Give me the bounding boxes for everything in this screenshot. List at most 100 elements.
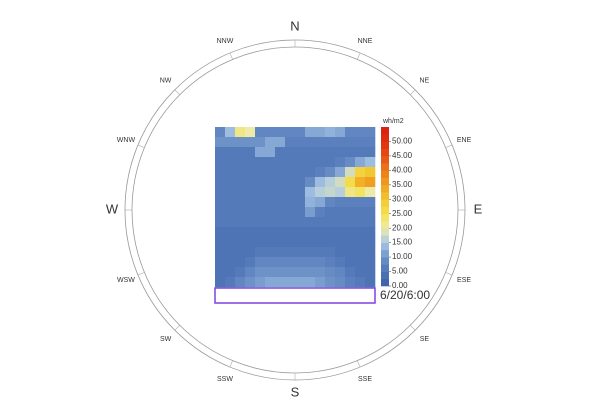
heat-cell bbox=[295, 207, 306, 218]
heat-cell bbox=[325, 277, 336, 288]
heat-cell bbox=[235, 277, 246, 288]
colorbar-segment bbox=[381, 213, 389, 222]
heat-cell bbox=[335, 147, 346, 158]
heat-cell bbox=[225, 197, 236, 208]
heat-cell bbox=[225, 177, 236, 188]
heat-cell bbox=[215, 167, 226, 178]
compass-tick bbox=[174, 89, 180, 95]
heat-cell bbox=[245, 247, 256, 258]
heat-cell bbox=[285, 197, 296, 208]
heat-cell bbox=[305, 207, 316, 218]
colorbar-segment bbox=[381, 271, 389, 280]
heat-cell bbox=[225, 137, 236, 148]
heat-cell bbox=[315, 127, 326, 138]
heat-cell bbox=[335, 177, 346, 188]
heat-cell bbox=[245, 147, 256, 158]
heat-cell bbox=[245, 207, 256, 218]
heat-cell bbox=[285, 237, 296, 248]
heat-cell bbox=[265, 177, 276, 188]
heat-cell bbox=[215, 267, 226, 278]
colorbar-segment bbox=[381, 278, 389, 287]
compass-tick bbox=[174, 325, 180, 331]
heat-cell bbox=[305, 187, 316, 198]
direction-label: ENE bbox=[457, 137, 472, 144]
heat-cell bbox=[325, 147, 336, 158]
direction-label: WSW bbox=[117, 277, 135, 284]
heat-cell bbox=[285, 147, 296, 158]
heat-cell bbox=[245, 217, 256, 228]
heat-cell bbox=[255, 277, 266, 288]
heat-cell bbox=[255, 197, 266, 208]
heat-cell bbox=[215, 177, 226, 188]
heat-cell bbox=[295, 247, 306, 258]
heat-cell bbox=[325, 227, 336, 238]
heat-cell bbox=[365, 147, 376, 158]
heat-cell bbox=[355, 217, 366, 228]
heat-cell bbox=[355, 147, 366, 158]
heat-cell bbox=[335, 197, 346, 208]
heat-cell bbox=[285, 277, 296, 288]
colorbar-segment bbox=[381, 220, 389, 229]
heat-cell bbox=[305, 197, 316, 208]
heat-cell bbox=[305, 217, 316, 228]
heat-cell bbox=[225, 207, 236, 218]
colorbar-segment bbox=[381, 249, 389, 258]
heat-cell bbox=[245, 167, 256, 178]
direction-label: S bbox=[291, 384, 300, 399]
direction-label: SSW bbox=[217, 376, 233, 383]
colorbar-segment bbox=[381, 184, 389, 193]
heat-cell bbox=[305, 257, 316, 268]
colorbar-segment bbox=[381, 235, 389, 243]
heat-cell bbox=[215, 137, 226, 148]
heat-cell bbox=[275, 157, 286, 168]
heat-cell bbox=[335, 207, 346, 218]
heat-cell bbox=[215, 237, 226, 248]
heat-cell bbox=[305, 127, 316, 138]
heat-cell bbox=[315, 257, 326, 268]
direction-label: NNW bbox=[217, 38, 234, 45]
heat-cell bbox=[335, 267, 346, 278]
heat-cell bbox=[345, 227, 356, 238]
heat-cell bbox=[355, 267, 366, 278]
heat-cell bbox=[315, 177, 326, 188]
heat-cell bbox=[265, 137, 276, 148]
heat-cell bbox=[355, 247, 366, 258]
heat-cell bbox=[335, 167, 346, 178]
heat-cell bbox=[355, 127, 366, 138]
heat-cell bbox=[315, 207, 326, 218]
heat-cell bbox=[335, 137, 346, 148]
heat-cell bbox=[245, 197, 256, 208]
compass-tick bbox=[445, 144, 453, 148]
heat-cell bbox=[275, 247, 286, 258]
heat-cell bbox=[295, 267, 306, 278]
compass-tick bbox=[229, 52, 233, 60]
heat-cell bbox=[265, 277, 276, 288]
heat-cell bbox=[245, 227, 256, 238]
heat-cell bbox=[225, 167, 236, 178]
heat-cell bbox=[365, 217, 376, 228]
heat-cell bbox=[315, 237, 326, 248]
heat-cell bbox=[235, 177, 246, 188]
heat-cell bbox=[315, 147, 326, 158]
heat-cell bbox=[355, 227, 366, 238]
heat-cell bbox=[225, 187, 236, 198]
heat-cell bbox=[245, 187, 256, 198]
heat-cell bbox=[335, 247, 346, 258]
heat-cell bbox=[305, 267, 316, 278]
heat-cell bbox=[345, 127, 356, 138]
colorbar-segment bbox=[381, 127, 389, 135]
heat-cell bbox=[365, 257, 376, 268]
heat-cell bbox=[285, 257, 296, 268]
heat-cell bbox=[235, 167, 246, 178]
heat-cell bbox=[235, 237, 246, 248]
colorbar-label: 0.00 bbox=[392, 281, 408, 290]
compass-tick bbox=[445, 272, 453, 276]
heat-cell bbox=[225, 237, 236, 248]
heat-cell bbox=[325, 127, 336, 138]
heat-cell bbox=[275, 227, 286, 238]
heat-cell bbox=[215, 187, 226, 198]
heat-cell bbox=[225, 217, 236, 228]
heat-cell bbox=[315, 197, 326, 208]
heat-cell bbox=[275, 267, 286, 278]
heat-cell bbox=[255, 217, 266, 228]
